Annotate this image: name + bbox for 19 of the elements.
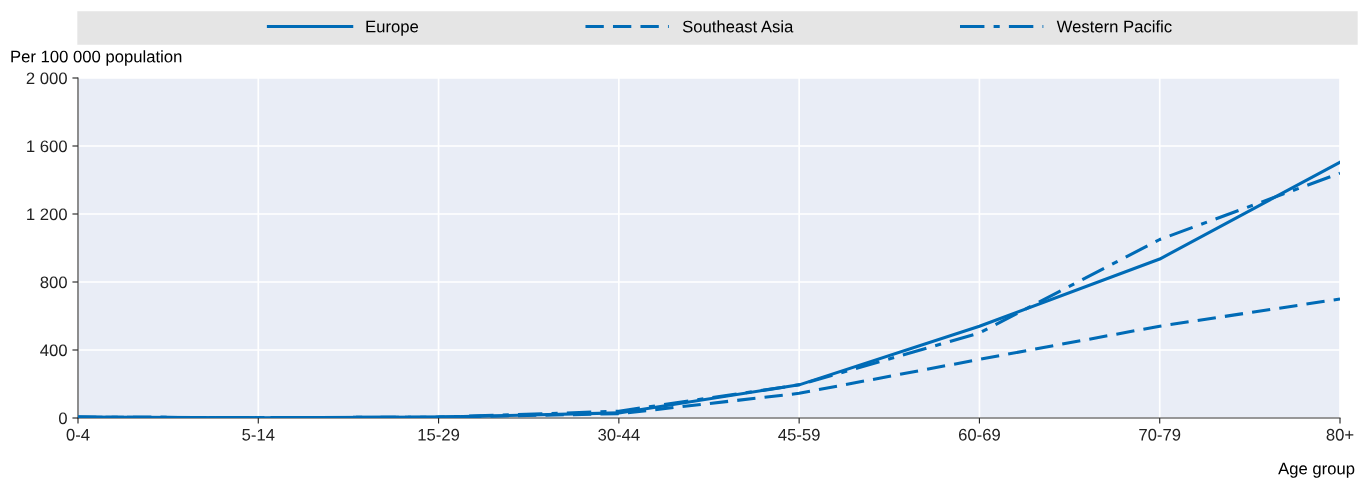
x-tick-label: 0-4 xyxy=(66,428,90,441)
x-tick-label: 80+ xyxy=(1326,428,1354,441)
y-tick-label: 800 xyxy=(40,276,67,289)
x-tick-label: 15-29 xyxy=(418,428,460,441)
x-tick-label: 30-44 xyxy=(598,428,640,441)
legend-label: Europe xyxy=(366,20,419,36)
y-tick-label: 1 200 xyxy=(27,208,67,221)
x-axis-title: Age group xyxy=(1278,462,1355,478)
x-tick-label: 60-69 xyxy=(958,428,1000,441)
y-tick-label: 0 xyxy=(58,412,67,425)
y-tick-label: 2 000 xyxy=(26,72,67,85)
y-tick-label: 1 600 xyxy=(27,140,67,153)
x-tick-label: 5-14 xyxy=(242,429,275,441)
legend-label: Western Pacific xyxy=(1056,20,1172,33)
legend-label: Southeast Asia xyxy=(682,20,794,33)
x-tick-label: 45-59 xyxy=(778,428,820,441)
x-tick-label: 70-79 xyxy=(1139,428,1181,441)
y-axis-title: Per 100 000 population xyxy=(11,50,182,66)
y-tick-label: 400 xyxy=(40,344,67,357)
